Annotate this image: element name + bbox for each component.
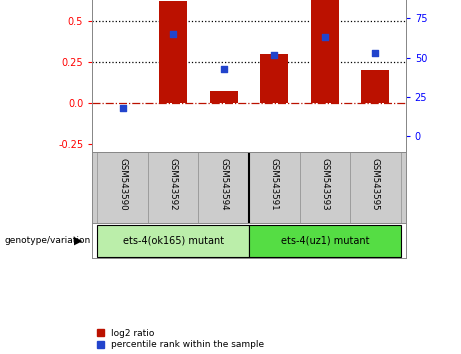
Text: GSM543592: GSM543592 bbox=[169, 158, 177, 211]
Bar bbox=[159, 1, 187, 103]
Text: ets-4(uz1) mutant: ets-4(uz1) mutant bbox=[281, 236, 369, 246]
Bar bbox=[148, 152, 198, 223]
Text: GSM543594: GSM543594 bbox=[219, 158, 228, 211]
Bar bbox=[361, 70, 389, 103]
Point bbox=[321, 35, 329, 40]
Text: genotype/variation: genotype/variation bbox=[5, 236, 91, 245]
Bar bbox=[260, 53, 288, 103]
Bar bbox=[350, 152, 401, 223]
Point bbox=[169, 32, 177, 37]
Text: ▶: ▶ bbox=[74, 236, 83, 246]
Text: GSM543595: GSM543595 bbox=[371, 158, 380, 211]
Bar bbox=[311, 0, 339, 103]
Text: GSM543590: GSM543590 bbox=[118, 158, 127, 211]
Bar bbox=[210, 91, 237, 103]
Bar bbox=[97, 225, 249, 257]
Text: GSM543591: GSM543591 bbox=[270, 158, 279, 211]
Bar bbox=[198, 152, 249, 223]
Point bbox=[119, 105, 126, 111]
Legend: log2 ratio, percentile rank within the sample: log2 ratio, percentile rank within the s… bbox=[97, 329, 264, 349]
Point bbox=[271, 52, 278, 57]
Bar bbox=[300, 152, 350, 223]
Text: GSM543593: GSM543593 bbox=[320, 158, 329, 211]
Bar bbox=[97, 152, 148, 223]
Text: ets-4(ok165) mutant: ets-4(ok165) mutant bbox=[123, 236, 224, 246]
Bar bbox=[249, 152, 300, 223]
Bar bbox=[249, 225, 401, 257]
Point bbox=[372, 50, 379, 56]
Point bbox=[220, 66, 227, 72]
